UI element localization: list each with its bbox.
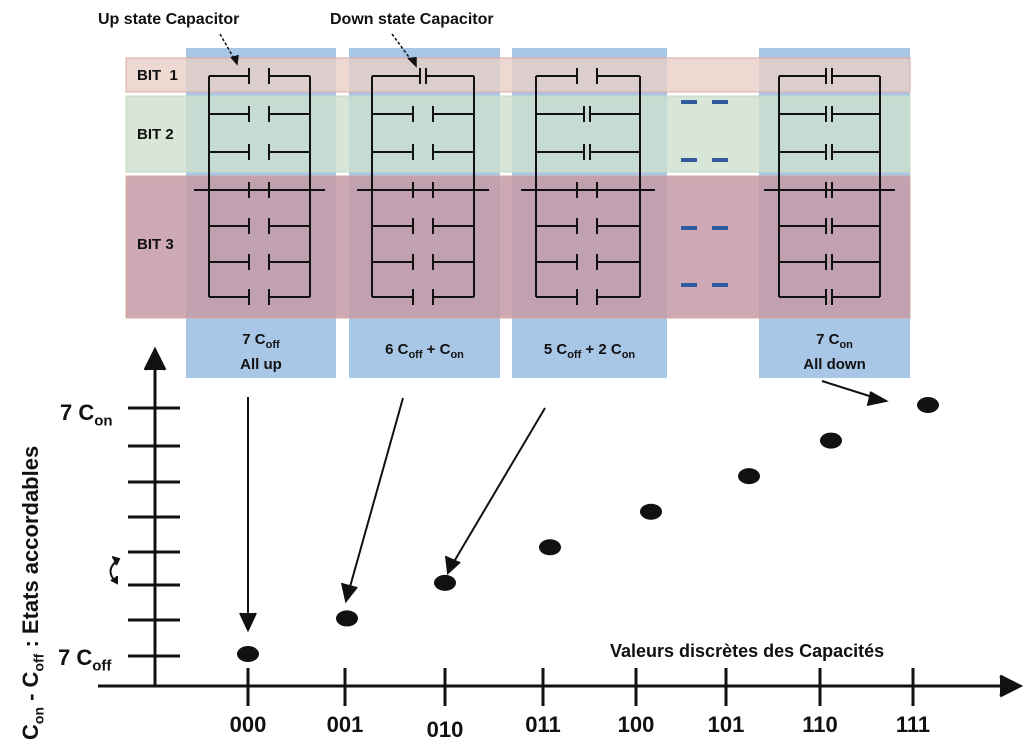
x-tick-label-7: 111 (895, 712, 931, 737)
circuit-column-1 (357, 68, 489, 305)
y-bottom-label: 7 Coff (58, 645, 112, 675)
bit2-band (125, 95, 911, 173)
circuit-column-0 (194, 68, 325, 305)
circuit-column-3 (764, 68, 895, 305)
axes (98, 346, 1023, 698)
x-tick-label-3: 011 (525, 712, 561, 737)
x-tick-label-1: 001 (326, 712, 364, 737)
data-point-001 (336, 610, 358, 627)
y-top-label: 7 Con (60, 400, 113, 430)
data-point-110 (820, 432, 842, 449)
x-tick-label-4: 100 (617, 712, 655, 737)
capacitor-circuits (194, 68, 895, 305)
column-label-two-down: 5 Coff + 2 Con (543, 341, 636, 361)
ellipsis-dashes (681, 100, 728, 287)
x-tick-label-0: 000 (229, 712, 267, 737)
column-label-all-down: 7 Con All down (803, 331, 866, 373)
x-ticks (246, 668, 915, 706)
unit-step-arrow (109, 556, 121, 585)
column-label-one-down: 6 Coff + Con (385, 341, 464, 361)
x-axis-title: Valeurs discrètes des Capacités (610, 641, 885, 661)
column-label-all-up: 7 Coff All up (240, 331, 282, 373)
state-arrows (239, 380, 889, 633)
down-state-annotation: Down state Capacitor (330, 11, 494, 28)
x-tick-label-2: 010 (426, 717, 464, 742)
annotation-arrows (219, 33, 417, 68)
bit2-label: BIT 2 (137, 126, 174, 143)
data-point-100 (640, 503, 662, 520)
data-point-010 (434, 574, 456, 591)
x-tick-label-6: 110 (802, 712, 838, 737)
up-state-annotation: Up state Capacitor (98, 11, 240, 28)
bit1-label: BIT 1 (137, 67, 178, 84)
x-tick-label-5: 101 (707, 712, 745, 737)
y-axis-title: Con - Coff : Etats accordables (18, 445, 47, 740)
data-point-000 (237, 646, 259, 662)
bit3-label: BIT 3 (137, 236, 174, 253)
y-ticks (128, 406, 180, 658)
data-point-111 (917, 397, 939, 413)
data-points (237, 397, 939, 662)
data-point-011 (539, 539, 561, 556)
circuit-column-2 (521, 68, 655, 305)
data-point-101 (738, 468, 760, 485)
